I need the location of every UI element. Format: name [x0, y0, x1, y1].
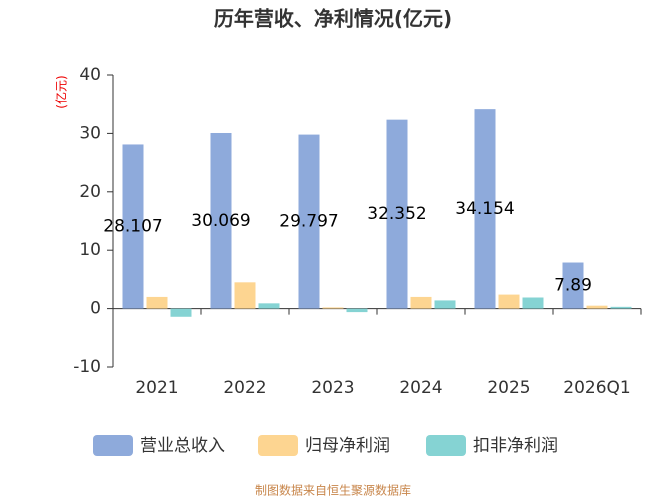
y-tick-label: -10	[73, 357, 101, 377]
bar	[122, 144, 144, 309]
legend-swatch	[426, 435, 466, 456]
bar	[234, 282, 256, 309]
bar	[410, 296, 432, 309]
bar	[146, 296, 168, 309]
chart-title: 历年营收、净利情况(亿元)	[214, 7, 452, 31]
data-label: 34.154	[455, 199, 514, 219]
bar	[562, 262, 584, 309]
y-tick-label: 20	[79, 182, 101, 202]
legend-label: 扣非净利润	[473, 436, 558, 456]
y-tick-label: 30	[79, 123, 101, 143]
y-axis-label: (亿元)	[54, 75, 69, 108]
bar	[298, 134, 320, 309]
bar	[210, 132, 232, 309]
data-label: 32.352	[367, 204, 426, 224]
x-tick-label: 2023	[311, 378, 354, 398]
bar	[498, 294, 520, 309]
bar	[322, 307, 344, 309]
legend-label: 归母净利润	[305, 436, 390, 456]
bar	[474, 109, 496, 309]
source-note: 制图数据来自恒生聚源数据库	[255, 483, 411, 498]
bar	[522, 297, 544, 309]
data-label: 30.069	[191, 211, 250, 231]
data-label: 7.89	[554, 276, 592, 296]
bar	[586, 305, 608, 309]
bar	[170, 308, 192, 317]
bar	[610, 306, 632, 309]
data-label: 29.797	[279, 212, 338, 232]
bar	[434, 300, 456, 309]
legend-label: 营业总收入	[140, 436, 225, 456]
legend-swatch	[93, 435, 133, 456]
y-tick-label: 0	[90, 299, 101, 319]
legend-swatch	[258, 435, 298, 456]
bar	[386, 119, 408, 309]
y-tick-label: 40	[79, 65, 101, 85]
x-tick-label: 2022	[223, 378, 266, 398]
y-tick-label: 10	[79, 240, 101, 260]
x-tick-label: 2024	[399, 378, 442, 398]
x-tick-label: 2025	[487, 378, 530, 398]
bar	[258, 303, 280, 309]
data-label: 28.107	[103, 217, 162, 237]
x-tick-label: 2021	[135, 378, 178, 398]
x-tick-label: 2026Q1	[563, 378, 630, 398]
bar	[346, 308, 368, 313]
